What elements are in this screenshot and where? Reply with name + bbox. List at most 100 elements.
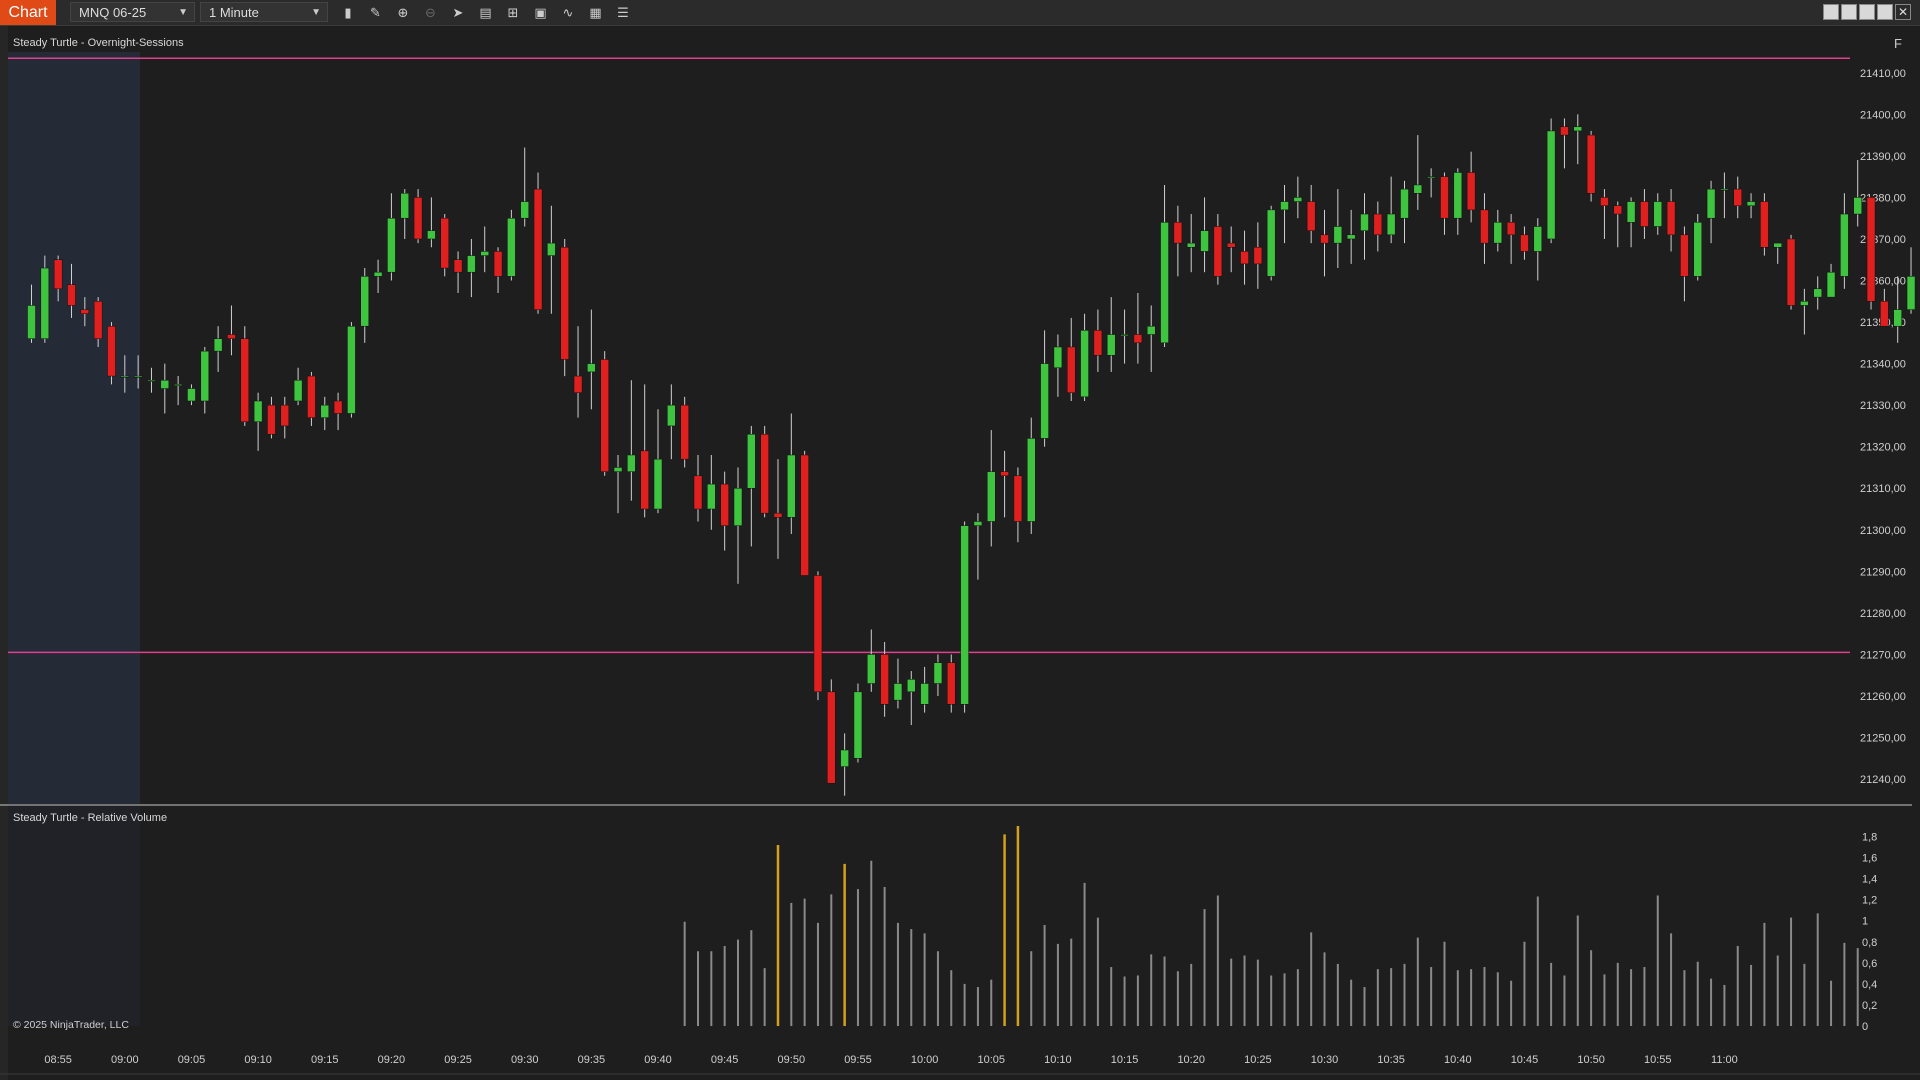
candle-down	[1440, 176, 1449, 219]
candle-up	[1453, 172, 1463, 219]
candle-up	[387, 217, 396, 273]
time-axis-label: 09:25	[444, 1054, 472, 1066]
candle-down	[493, 251, 503, 277]
candle-up	[587, 363, 596, 373]
price-axis-label: 21330,00	[1860, 400, 1906, 412]
candle-up	[347, 325, 356, 414]
close-icon[interactable]: ✕	[1895, 4, 1911, 20]
chart-tab[interactable]: Chart	[0, 0, 56, 25]
tabs-list-icon[interactable]: ☰	[617, 5, 629, 20]
candle-down	[1613, 205, 1623, 215]
instrument-selector[interactable]: MNQ 06-25 ▼	[70, 2, 195, 22]
interval-selector[interactable]: 1 Minute ▼	[200, 2, 328, 22]
price-axis-label: 21340,00	[1860, 359, 1906, 371]
time-axis-label: 10:50	[1577, 1054, 1605, 1066]
volume-axis-label: 1,8	[1862, 832, 1877, 844]
candle-down	[1373, 213, 1383, 236]
zoom-in-icon[interactable]: ⊕	[397, 5, 409, 20]
candle-up	[1200, 230, 1209, 252]
volume-axis-label: 0,2	[1862, 1000, 1877, 1012]
maximize-icon[interactable]	[1877, 4, 1893, 20]
candle-down	[240, 338, 250, 423]
data-box-icon[interactable]: ▣	[534, 5, 547, 20]
candle-up	[1720, 188, 1729, 191]
candle-up	[1080, 330, 1089, 398]
price-axis-label: 21240,00	[1860, 774, 1906, 786]
left-border	[0, 26, 8, 1080]
zoom-out-icon[interactable]: ⊖	[425, 5, 436, 20]
candle-down	[533, 188, 543, 310]
candle-up	[293, 379, 303, 402]
price-axis-label: 21310,00	[1860, 483, 1906, 495]
window-tile-icon[interactable]	[1823, 4, 1839, 20]
candle-up	[133, 375, 143, 378]
candle-up	[187, 388, 196, 402]
price-axis-label: 21290,00	[1860, 566, 1906, 578]
candle-down	[813, 575, 823, 693]
candle-up	[200, 350, 210, 402]
candle-down	[1226, 242, 1236, 248]
candle-up	[987, 471, 996, 522]
strategies-icon[interactable]: ∿	[562, 5, 574, 20]
time-axis-label: 10:55	[1644, 1054, 1672, 1066]
candle-up	[1573, 126, 1583, 132]
price-axis-label: 21260,00	[1860, 691, 1906, 703]
candle-up	[1333, 226, 1343, 244]
time-axis-label: 09:35	[578, 1054, 606, 1066]
price-panel-title: Steady Turtle - Overnight-Sessions	[13, 37, 184, 49]
candle-up	[1906, 276, 1916, 310]
candle-down	[1666, 201, 1676, 236]
candle-up	[1706, 188, 1716, 219]
candle-down	[1786, 238, 1796, 306]
minimize-icon[interactable]	[1859, 4, 1875, 20]
time-axis-label: 08:55	[44, 1054, 72, 1066]
candle-up	[1400, 188, 1409, 219]
candle-down	[227, 334, 236, 339]
candle-up	[1386, 213, 1396, 236]
candle-up	[1493, 222, 1503, 244]
candle-up	[120, 375, 130, 378]
candle-down	[1320, 234, 1329, 244]
price-axis-label: 21300,00	[1860, 525, 1906, 537]
candle-up	[213, 338, 223, 352]
properties-icon[interactable]: ⊞	[507, 5, 519, 20]
candle-down	[1173, 222, 1183, 244]
candle-down	[880, 654, 889, 705]
pointer-icon[interactable]: ➤	[452, 5, 464, 20]
time-axis-label: 09:30	[511, 1054, 539, 1066]
candle-down	[1760, 201, 1769, 248]
candle-up	[360, 276, 369, 327]
candle-up	[1120, 334, 1129, 336]
candle-down	[1133, 334, 1143, 344]
candle-up	[707, 483, 716, 510]
templates-icon[interactable]: ▤	[479, 5, 492, 20]
price-axis-label: 21410,00	[1860, 68, 1906, 80]
candle-up	[1853, 197, 1862, 215]
candle-up	[1360, 213, 1369, 231]
copyright: © 2025 NinjaTrader, LLC	[13, 1019, 129, 1031]
candle-down	[693, 475, 703, 510]
time-axis-label: 10:05	[977, 1054, 1005, 1066]
candle-down	[573, 375, 583, 393]
time-axis-label: 10:15	[1111, 1054, 1139, 1066]
candle-down	[333, 400, 343, 414]
chart-canvas[interactable]: 21410,0021400,0021390,0021380,0021370,00…	[0, 26, 1920, 1080]
candle-up	[1773, 242, 1782, 248]
candle-up	[427, 230, 436, 240]
candle-up	[1040, 363, 1049, 439]
candle-down	[67, 284, 76, 306]
candle-down	[1466, 172, 1476, 211]
f-label[interactable]: F	[1894, 36, 1902, 51]
candle-up	[907, 679, 916, 693]
candle-down	[1733, 188, 1742, 206]
candle-down	[773, 512, 783, 518]
candle-down	[280, 404, 290, 427]
draw-pen-icon[interactable]: ✎	[370, 5, 381, 20]
candle-down	[453, 259, 463, 273]
bars-type-icon[interactable]: ▮	[344, 5, 352, 20]
indicators-icon[interactable]: ▦	[589, 5, 602, 20]
window-tile-2-icon[interactable]	[1841, 4, 1857, 20]
volume-axis-label: 0,6	[1862, 958, 1877, 970]
candle-up	[40, 267, 50, 339]
price-axis-label: 21390,00	[1860, 151, 1906, 163]
